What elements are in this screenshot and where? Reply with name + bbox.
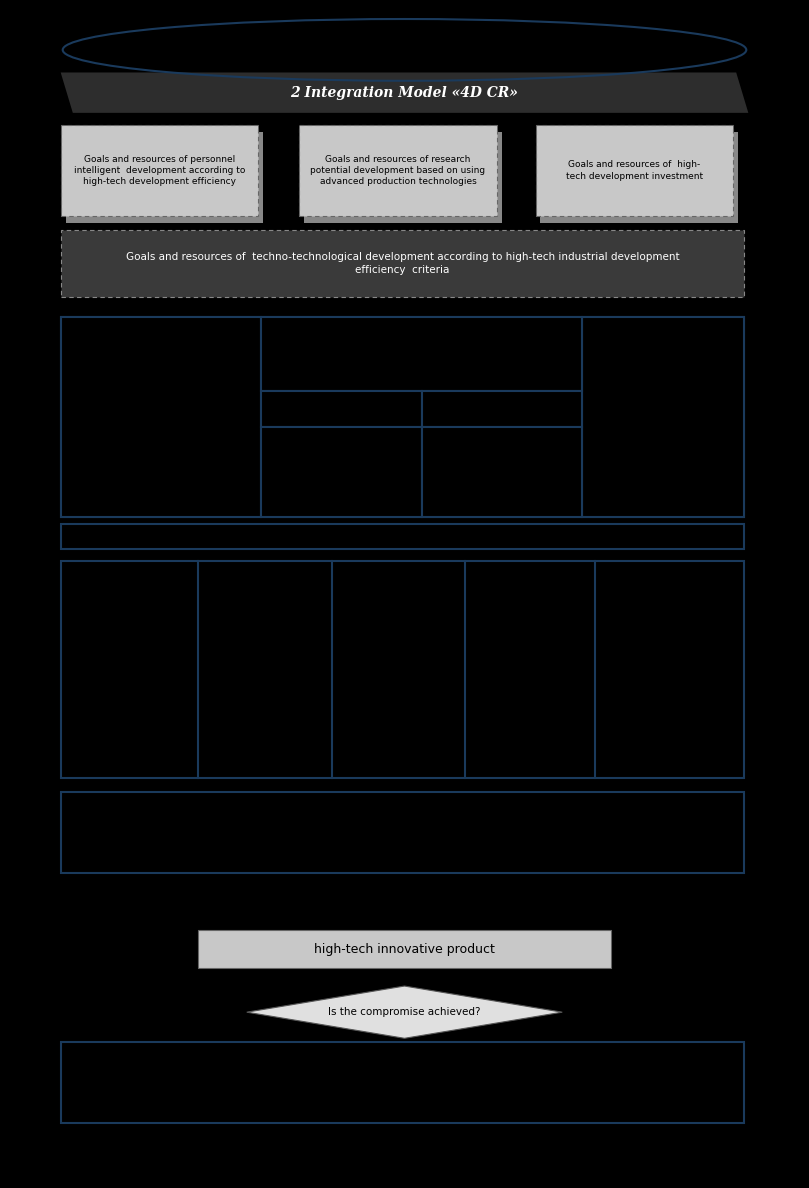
Text: 2 Integration Model «4D CR»: 2 Integration Model «4D CR» xyxy=(290,86,519,100)
FancyBboxPatch shape xyxy=(61,524,744,549)
Text: high-tech innovative product: high-tech innovative product xyxy=(314,943,495,955)
Text: Goals and resources of personnel
intelligent  development according to
high-tech: Goals and resources of personnel intelli… xyxy=(74,154,245,187)
FancyBboxPatch shape xyxy=(61,125,258,216)
Text: Is the compromise achieved?: Is the compromise achieved? xyxy=(328,1007,481,1017)
FancyBboxPatch shape xyxy=(540,132,738,223)
FancyBboxPatch shape xyxy=(536,125,733,216)
FancyBboxPatch shape xyxy=(61,792,744,873)
FancyBboxPatch shape xyxy=(61,230,744,297)
Polygon shape xyxy=(61,72,748,113)
Text: Goals and resources of  techno-technological development according to high-tech : Goals and resources of techno-technologi… xyxy=(125,252,680,276)
Polygon shape xyxy=(247,986,562,1038)
FancyBboxPatch shape xyxy=(304,132,502,223)
FancyBboxPatch shape xyxy=(198,930,611,968)
FancyBboxPatch shape xyxy=(61,317,744,517)
FancyBboxPatch shape xyxy=(61,1042,744,1123)
FancyBboxPatch shape xyxy=(582,317,744,517)
FancyBboxPatch shape xyxy=(61,561,744,778)
FancyBboxPatch shape xyxy=(299,125,497,216)
FancyBboxPatch shape xyxy=(261,317,582,391)
FancyBboxPatch shape xyxy=(66,132,263,223)
FancyBboxPatch shape xyxy=(422,426,582,517)
Text: Goals and resources of research
potential development based on using
advanced pr: Goals and resources of research potentia… xyxy=(311,154,485,187)
FancyBboxPatch shape xyxy=(61,317,261,517)
FancyBboxPatch shape xyxy=(261,391,422,426)
Text: Goals and resources of  high-
tech development investment: Goals and resources of high- tech develo… xyxy=(565,160,703,181)
FancyBboxPatch shape xyxy=(422,391,582,426)
FancyBboxPatch shape xyxy=(261,426,422,517)
